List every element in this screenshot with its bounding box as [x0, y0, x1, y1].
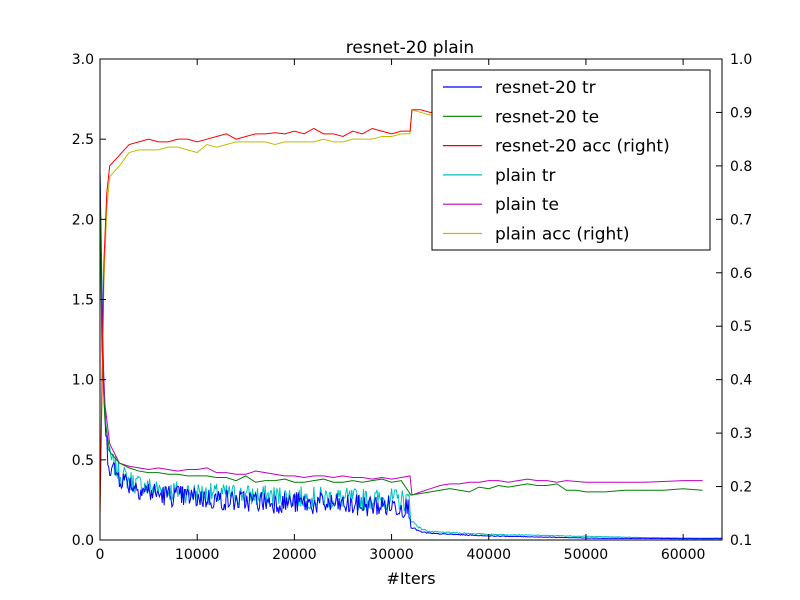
- x-tick-label: 30000: [369, 547, 414, 563]
- x-tick-label: 40000: [466, 547, 511, 563]
- legend-box: [431, 69, 711, 251]
- legend-label-resnet-20-tr: resnet-20 tr: [495, 78, 596, 98]
- x-tick-label: 10000: [175, 547, 220, 563]
- legend: resnet-20 tr resnet-20 te resnet-20 acc (r…: [431, 69, 711, 251]
- chart-title: resnet-20 plain: [346, 38, 474, 58]
- y-tick-label: 0.5: [72, 453, 94, 469]
- x-tick-label: 0: [96, 547, 105, 563]
- x-tick-label: 60000: [661, 547, 706, 563]
- y2-tick-label: 0.5: [730, 319, 752, 335]
- legend-label-resnet-20-acc-right: resnet-20 acc (right): [495, 137, 670, 157]
- legend-label-plain-tr: plain tr: [495, 166, 556, 186]
- x-axis-label: #Iters: [386, 569, 435, 588]
- y-tick-label: 2.0: [72, 212, 94, 228]
- y-tick-label: 3.0: [72, 52, 94, 68]
- legend-label-plain-acc-right: plain acc (right): [495, 225, 630, 245]
- y-axis-right: 0.1 0.2 0.3 0.4 0.5 0.6 0.7 0.8 0.9 1.0: [716, 52, 752, 549]
- y2-tick-label: 0.3: [730, 426, 752, 442]
- y2-tick-label: 1.0: [730, 52, 752, 68]
- y2-tick-label: 0.8: [730, 159, 752, 175]
- y2-tick-label: 0.2: [730, 480, 752, 496]
- y2-tick-label: 0.9: [730, 105, 752, 121]
- x-axis: 0 10000 20000 30000 40000 50000 60000: [96, 59, 706, 563]
- y-tick-label: 0.0: [72, 533, 94, 549]
- y2-tick-label: 0.6: [730, 266, 752, 282]
- y2-tick-label: 0.7: [730, 212, 752, 228]
- x-tick-label: 50000: [564, 547, 609, 563]
- series-line-plain-te: [99, 187, 703, 496]
- series-layer: [99, 107, 723, 540]
- y-tick-label: 1.0: [72, 373, 94, 389]
- series-line-resnet-20-te: [99, 187, 703, 496]
- x-tick-label: 20000: [272, 547, 317, 563]
- y-tick-label: 2.5: [72, 132, 94, 148]
- legend-label-plain-te: plain te: [495, 195, 559, 215]
- y2-tick-label: 0.1: [730, 533, 752, 549]
- y-axis-left: 0.0 0.5 1.0 1.5 2.0 2.5 3.0: [72, 52, 106, 549]
- series-line-resnet-20-tr: [99, 171, 723, 540]
- legend-label-resnet-20-te: resnet-20 te: [495, 107, 599, 127]
- y2-tick-label: 0.4: [730, 373, 752, 389]
- y-tick-label: 1.5: [72, 293, 94, 309]
